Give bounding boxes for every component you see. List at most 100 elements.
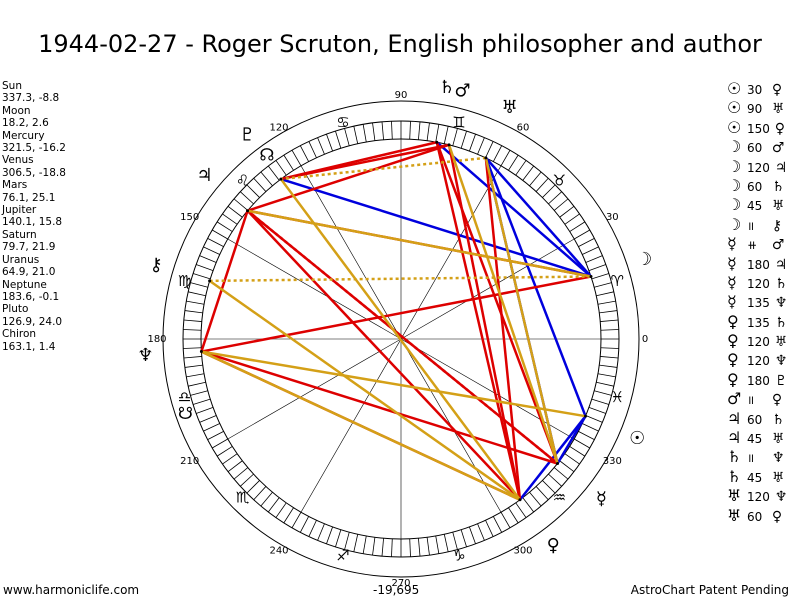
aspect-row: ☿ 180 ♃ (727, 254, 787, 273)
planet-pos-pluto: 126.9, 24.0 (2, 315, 63, 328)
degree-tick (362, 535, 367, 554)
aspect-planet-b-icon: ♀ (767, 508, 783, 525)
planet-pos-saturn: 79.7, 21.9 (2, 241, 56, 254)
aspect-angle: 120 (747, 354, 770, 369)
zodiac-sign-icon: ♉ (553, 172, 566, 190)
aspect-planet-a-icon: ☽ (727, 137, 742, 157)
aspect-row: ☽ 45 ♅ (727, 195, 787, 214)
degree-tick (542, 480, 556, 494)
degree-tick (372, 537, 376, 556)
aspect-row: ☿ 135 ♆ (727, 292, 787, 311)
degree-tick (426, 122, 430, 141)
aspect-planet-a-icon: ☽ (727, 214, 742, 234)
planet-marker (484, 156, 488, 160)
aspect-planet-b-icon: ♃ (769, 256, 788, 273)
north-node-icon: ☊ (259, 146, 274, 166)
aspect-planet-b-icon: ♆ (769, 353, 788, 370)
planet-pos-mars: 76.1, 25.1 (2, 191, 56, 204)
aspect-angle: ॥ (747, 451, 755, 466)
aspect-angle: 180 (747, 257, 770, 272)
degree-tick (344, 532, 350, 550)
aspect-planet-a-icon: ☽ (727, 175, 742, 195)
aspect-angle: 150 (747, 121, 770, 136)
aspect-angle: ॥ (747, 393, 755, 408)
aspect-line (200, 350, 521, 501)
footer-site-link[interactable]: www.harmoniclife.com (3, 583, 140, 597)
degree-tick (569, 446, 586, 457)
degree-tick (559, 460, 575, 473)
aspect-planet-b-icon: ♅ (767, 469, 785, 486)
degree-tick (233, 467, 249, 480)
zodiac-sign-icon: ♓ (611, 388, 624, 406)
aspect-row: ♅ 120 ♆ (727, 486, 787, 505)
degree-tick (529, 491, 542, 507)
aspect-row: ♂ ॥ ♀ (727, 389, 787, 408)
aspect-angle: 60 (747, 412, 763, 427)
aspect-angle: 120 (747, 160, 770, 175)
planet-name-venus: Venus (2, 154, 34, 167)
aspect-line (280, 177, 592, 278)
planet-saturn-icon: ♄ (439, 77, 455, 98)
aspect-row: ♀ 135 ♄ (727, 312, 787, 331)
planet-marker (246, 209, 250, 213)
degree-tick (522, 165, 535, 181)
aspect-line (447, 144, 559, 464)
aspect-planet-a-icon: ♄ (727, 466, 742, 486)
zodiac-sign-icon: ♏ (236, 488, 250, 506)
degree-tick (299, 516, 310, 533)
zodiac-sign-icon: ♌ (236, 172, 249, 190)
degree-tick (569, 221, 586, 232)
aspect-line (279, 178, 521, 501)
degree-tick (508, 507, 519, 524)
degree-tick (240, 473, 254, 487)
degree-tick (283, 507, 294, 524)
degree-tick (515, 502, 527, 518)
aspect-planet-b-icon: ♂ (767, 140, 785, 157)
degree-tick (227, 460, 243, 473)
aspect-planet-b-icon: ♂ (767, 237, 785, 254)
degree-tick (600, 329, 619, 331)
aspect-line (201, 275, 592, 353)
degree-tick (183, 329, 202, 331)
planet-name-neptune: Neptune (2, 278, 47, 291)
degree-tick (184, 364, 203, 368)
degree-tick (212, 229, 228, 240)
degree-tick (596, 291, 614, 297)
degree-tick (418, 538, 421, 557)
degree-tick (591, 273, 610, 280)
degree-tick (253, 178, 267, 192)
planet-pos-uranus: 64.9, 21.0 (2, 266, 56, 279)
degree-tick (477, 137, 485, 155)
degree-tick (529, 171, 542, 187)
degree-tick (183, 347, 202, 349)
degree-tick (381, 121, 384, 140)
degree-tick (535, 486, 549, 500)
footer-credit: AstroChart Patent Pending (630, 583, 789, 597)
aspect-row: ♀ 120 ♅ (727, 331, 787, 350)
planet-name-mercury: Mercury (2, 129, 45, 142)
degree-tick (372, 122, 376, 141)
zodiac-sign-icon: ♒ (553, 488, 566, 506)
degree-tick (246, 480, 260, 494)
aspect-planet-a-icon: ☿ (727, 253, 737, 273)
degree-tick (508, 154, 519, 171)
degree-tick (594, 390, 612, 396)
degree-tick (203, 423, 220, 432)
degree-tick (485, 520, 494, 537)
planet-moon-icon: ☽ (636, 249, 652, 270)
degree-tick (267, 497, 280, 513)
degree-tick (553, 198, 569, 211)
degree-tick (599, 364, 618, 368)
aspect-angle: 90 (747, 102, 763, 117)
aspect-planet-b-icon: ♅ (767, 198, 785, 215)
aspect-line (201, 350, 558, 465)
degree-tick (362, 124, 367, 143)
aspect-row: ☽ 60 ♂ (727, 137, 787, 156)
degree-tick (192, 273, 211, 280)
aspect-row: ☉ 30 ♀ (727, 79, 787, 98)
planet-marker (208, 279, 212, 283)
aspect-line (246, 209, 521, 501)
aspect-planet-a-icon: ♅ (727, 505, 742, 525)
degree-tick (582, 423, 599, 432)
